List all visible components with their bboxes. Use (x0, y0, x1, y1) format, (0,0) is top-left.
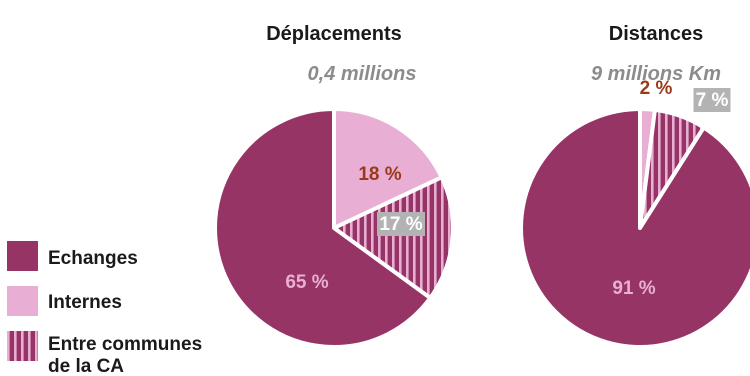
pie-label-text: 17 % (379, 214, 422, 235)
chart-subtitle-deplacements: 0,4 millions (308, 63, 417, 85)
legend-label-entre-line-2: de la CA (48, 356, 124, 376)
chart-title-distances: Distances (609, 23, 704, 45)
legend-item-echanges: Echanges (7, 241, 138, 271)
legend-item-entre-communes: Entre communes de la CA (7, 331, 207, 376)
chart-distances: Distances 9 millions Km 2 % 7 % 91 % (519, 23, 750, 349)
pie-label: 2 % (640, 78, 673, 99)
pie-slice-echanges (213, 107, 433, 349)
pie-slice-echanges (519, 107, 750, 349)
chart-deplacements: Déplacements 0,4 millions 18 % 17 % 65 % (213, 23, 455, 349)
legend: Echanges Internes Entre communes de la C… (7, 241, 207, 376)
pie-label: 17 % (377, 212, 425, 236)
legend-swatch-entre-communes (7, 331, 38, 361)
pie-slice-entre-communes-de-la-ca (332, 175, 455, 300)
pie-slices-distances (519, 107, 750, 349)
pie-label-text: 2 % (640, 78, 673, 99)
legend-item-internes: Internes (7, 286, 122, 316)
legend-label-echanges: Echanges (48, 248, 138, 269)
legend-label-internes: Internes (48, 292, 122, 313)
pie-label-box (693, 88, 731, 112)
pie-slices-deplacements (213, 107, 455, 349)
pie-label-text: 18 % (358, 164, 401, 185)
pie-label: 7 % (693, 88, 731, 112)
pie-labels-deplacements: 18 % 17 % 65 % (285, 164, 425, 293)
chart-subtitle-distances: 9 millions Km (591, 63, 721, 85)
pie-label: 65 % (285, 272, 328, 293)
pie-label-box (377, 212, 425, 236)
legend-swatch-internes (7, 286, 38, 316)
pie-labels-distances: 2 % 7 % 91 % (612, 78, 731, 299)
pie-label: 18 % (358, 164, 401, 185)
chart-title-deplacements: Déplacements (266, 23, 402, 45)
pie-label: 91 % (612, 278, 655, 299)
pie-label-text: 7 % (696, 90, 729, 111)
pie-label-text: 65 % (285, 272, 328, 293)
legend-label-entre-communes: Entre communes de la CA (48, 334, 207, 376)
pie-label-text: 91 % (612, 278, 655, 299)
pie-slice-internes (332, 107, 444, 230)
legend-swatch-echanges (7, 241, 38, 271)
legend-label-entre-line-1: Entre communes (48, 334, 202, 355)
